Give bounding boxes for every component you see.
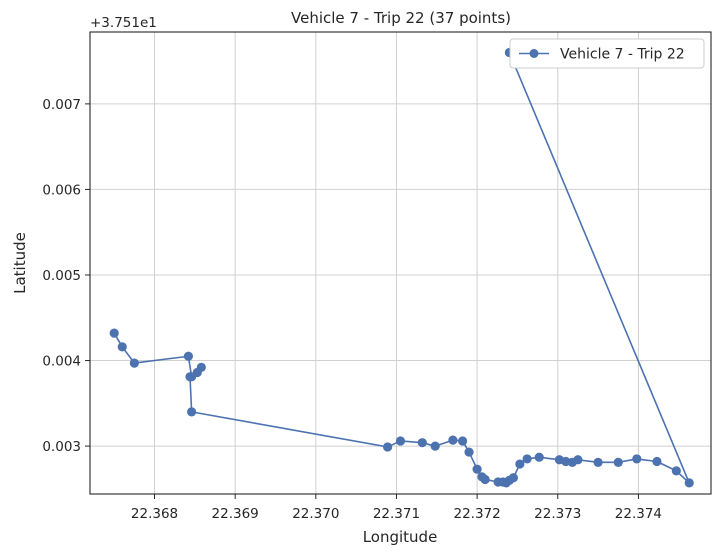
- data-point: [458, 436, 468, 446]
- y-tick-label: 0.003: [42, 439, 81, 455]
- x-tick-label: 22.370: [292, 506, 339, 522]
- x-tick-label: 22.374: [615, 506, 662, 522]
- x-tick-label: 22.372: [453, 506, 500, 522]
- data-point: [534, 452, 544, 462]
- y-tick-label: 0.006: [42, 182, 81, 198]
- data-point: [522, 454, 532, 464]
- data-point: [382, 442, 393, 452]
- data-point: [183, 351, 193, 361]
- x-tick-label: 22.373: [534, 506, 581, 522]
- data-point: [671, 466, 681, 476]
- data-point: [684, 478, 694, 488]
- y-tick-label: 0.005: [42, 268, 81, 284]
- data-point: [109, 328, 119, 338]
- data-point: [472, 464, 482, 474]
- x-tick-label: 22.371: [373, 506, 420, 522]
- x-tick-label: 22.368: [131, 506, 178, 522]
- data-point: [395, 436, 406, 446]
- legend: Vehicle 7 - Trip 22: [509, 38, 705, 69]
- data-point: [652, 456, 662, 467]
- data-point: [464, 447, 474, 457]
- data-point: [417, 438, 427, 448]
- plot-frame: [89, 31, 712, 495]
- data-point: [632, 454, 642, 464]
- plot-series: [109, 47, 694, 488]
- y-axis-offset-label: +3.751e1: [90, 15, 157, 31]
- data-point: [117, 342, 127, 352]
- series-line: [113, 52, 691, 484]
- data-point: [480, 474, 490, 485]
- chart-title: Vehicle 7 - Trip 22 (37 points): [291, 9, 511, 27]
- data-point: [129, 358, 139, 368]
- x-axis-label: Longitude: [363, 528, 438, 546]
- y-tick-label: 0.007: [42, 97, 81, 113]
- axis-ticks: 22.368 22.369 22.370 22.371 22.372 22.373 22.3…: [42, 97, 662, 522]
- data-point: [613, 457, 623, 467]
- data-point: [196, 362, 206, 372]
- legend-box: [509, 38, 705, 69]
- y-axis-label: Latitude: [11, 232, 29, 294]
- legend-entry-label: Vehicle 7 - Trip 22: [560, 47, 685, 63]
- data-point: [448, 435, 458, 445]
- data-point: [185, 372, 195, 382]
- data-point: [515, 459, 525, 469]
- data-point: [430, 441, 440, 451]
- grid: [90, 32, 711, 494]
- data-point: [508, 473, 519, 483]
- x-tick-label: 22.369: [212, 506, 259, 522]
- y-tick-label: 0.004: [42, 354, 81, 370]
- legend-marker-swatch: [529, 49, 539, 58]
- data-point: [573, 455, 583, 465]
- data-point: [593, 457, 603, 467]
- data-point: [187, 407, 197, 417]
